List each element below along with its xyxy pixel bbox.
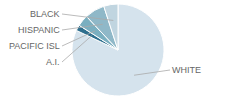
svg-text:HISPANIC: HISPANIC [18, 25, 60, 35]
svg-text:BLACK: BLACK [30, 9, 60, 19]
svg-text:WHITE: WHITE [172, 65, 201, 75]
svg-text:A.I.: A.I. [46, 57, 60, 67]
svg-text:PACIFIC ISL: PACIFIC ISL [9, 41, 60, 51]
